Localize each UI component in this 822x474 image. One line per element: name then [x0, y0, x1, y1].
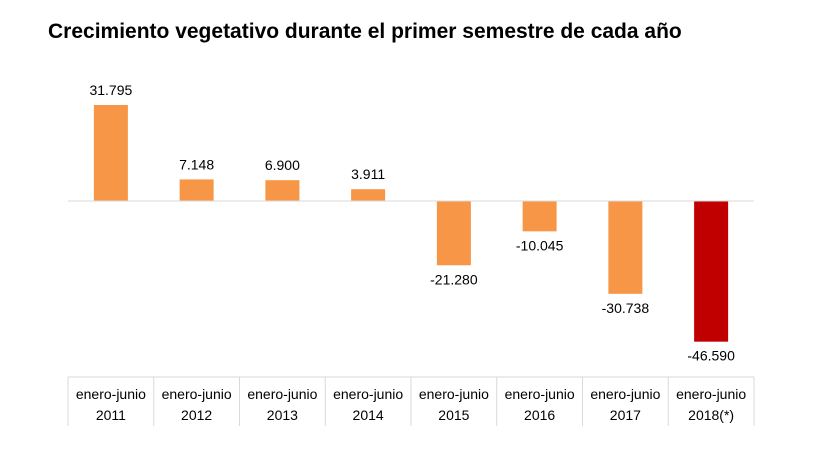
value-label-2014: 3.911 — [351, 166, 385, 182]
category-label-line1: enero-junio — [676, 386, 746, 402]
bar-2014 — [351, 189, 386, 201]
bar-2017 — [608, 201, 643, 294]
bar-2012 — [179, 179, 214, 201]
category-label-line1: enero-junio — [419, 386, 489, 402]
category-label-line1: enero-junio — [333, 386, 403, 402]
category-label-line2: 2016 — [524, 407, 555, 423]
value-label-2011: 31.795 — [89, 82, 132, 98]
bar-2015 — [436, 201, 471, 266]
category-label-line2: 2011 — [96, 407, 126, 423]
bar-2018 — [694, 201, 729, 342]
category-label-line2: 2014 — [353, 407, 384, 423]
category-label-line1: enero-junio — [505, 386, 575, 402]
value-label-2013: 6.900 — [265, 157, 300, 173]
category-label-line1: enero-junio — [247, 386, 317, 402]
bar-2016 — [522, 201, 557, 232]
bar-2011 — [93, 105, 128, 201]
bar-2013 — [265, 180, 300, 201]
category-label-line2: 2015 — [438, 407, 469, 423]
bars-group — [93, 105, 729, 342]
category-axis: enero-junio 2011 enero-junio 2012 enero-juni… — [67, 376, 755, 426]
value-label-2016: -10.045 — [516, 237, 564, 253]
category-label-line1: enero-junio — [162, 386, 232, 402]
value-label-2017: -30.738 — [602, 300, 650, 316]
category-label-line1: enero-junio — [590, 386, 660, 402]
category-label-line2: 2013 — [267, 407, 298, 423]
category-label-line2: 2012 — [181, 407, 212, 423]
category-label-line1: enero-junio — [76, 386, 146, 402]
value-label-2015: -21.280 — [430, 271, 478, 287]
chart-title: Crecimiento vegetativo durante el primer… — [48, 20, 682, 43]
value-label-2012: 7.148 — [179, 156, 214, 172]
category-label-line2: 2018(*) — [688, 407, 734, 423]
category-label-line2: 2017 — [610, 407, 641, 423]
value-label-2018: -46.590 — [687, 348, 735, 364]
value-labels-group: 31.795 7.148 6.900 3.911 -21.280 -10.045 -30.7… — [89, 82, 735, 364]
